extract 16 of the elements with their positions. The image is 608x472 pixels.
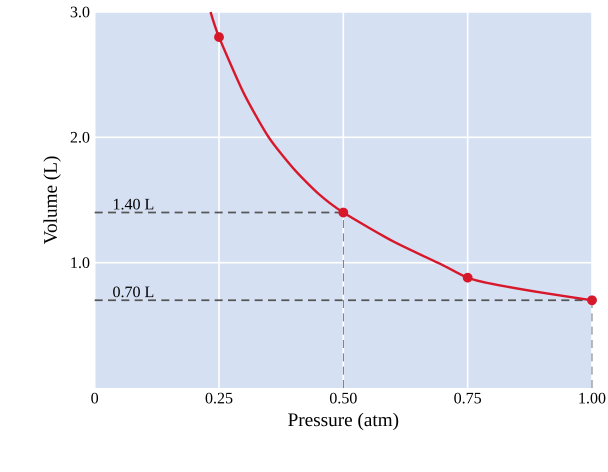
ref-line-label: 0.70 L [113, 286, 154, 298]
ref-line-label: 1.40 L [114, 198, 154, 210]
y-tick-label: 2.0 [70, 132, 90, 143]
x-tick-label: 0 [91, 392, 98, 404]
point [587, 295, 597, 306]
y-axis-title: Volume (L) [43, 156, 61, 244]
point [462, 272, 473, 283]
x-tick-label: 1.00 [579, 392, 606, 404]
x-tick-label: 0.50 [330, 392, 357, 404]
point [338, 208, 348, 218]
y-tick-label: 1.0 [71, 257, 90, 268]
y-tick-label: 3.0 [70, 6, 90, 18]
x-tick-label: 0.25 [206, 392, 232, 404]
point [214, 32, 224, 42]
x-tick-label: 0.75 [454, 392, 482, 404]
x-axis-title: Pressure (atm) [288, 412, 398, 430]
